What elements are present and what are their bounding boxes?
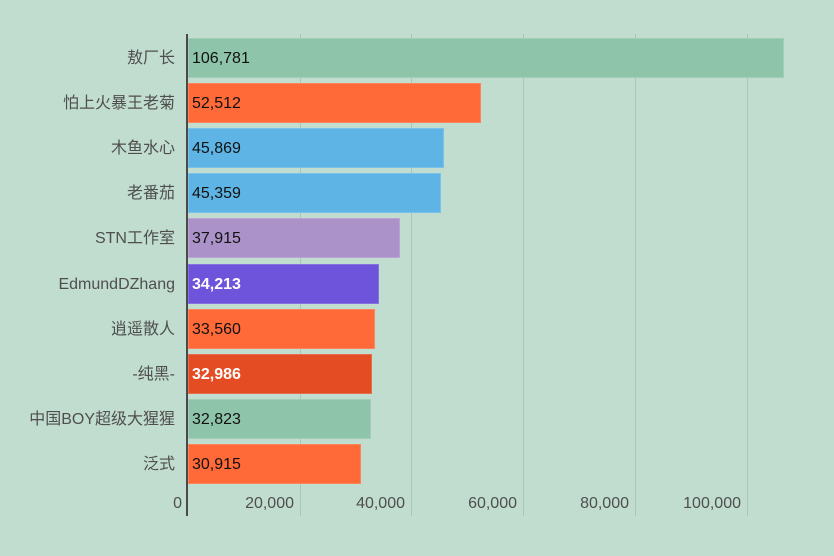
category-label: EdmundDZhang [58,276,175,293]
value-label: 45,869 [192,140,241,157]
x-tick-label: 100,000 [683,495,741,512]
x-tick-label: 80,000 [580,495,629,512]
category-label: 逍遥散人 [110,321,175,338]
value-label: 45,359 [192,185,241,202]
grid-line [411,34,412,516]
category-label: -纯黑- [132,366,175,383]
bar [188,173,441,213]
grid-line [523,34,524,516]
grid-line [747,34,748,516]
bar [188,38,784,78]
category-label: 老番茄 [126,185,175,202]
bar [188,83,481,123]
value-label: 52,512 [192,95,241,112]
bar [188,354,372,394]
bar [188,444,361,484]
bar [188,264,379,304]
category-label: 怕上火暴王老菊 [62,95,175,112]
category-label: 泛式 [142,456,175,473]
bar [188,218,400,258]
bar [188,399,371,439]
bar [188,309,375,349]
value-label: 32,986 [192,366,241,383]
bar [188,128,444,168]
x-tick-label: 20,000 [245,495,294,512]
grid-line [635,34,636,516]
x-tick-label: 40,000 [356,495,405,512]
y-axis-line [186,34,188,516]
x-tick-label: 60,000 [468,495,517,512]
category-label: 木鱼水心 [110,140,175,157]
value-label: 37,915 [192,230,241,247]
category-label: 中国BOY超级大猩猩 [29,411,175,428]
value-label: 34,213 [192,276,241,293]
category-label: STN工作室 [94,230,175,247]
value-label: 106,781 [192,50,250,67]
category-label: 敖厂长 [126,50,175,67]
x-tick-label: 0 [173,495,182,512]
value-label: 30,915 [192,456,241,473]
value-label: 32,823 [192,411,241,428]
value-label: 33,560 [192,321,241,338]
